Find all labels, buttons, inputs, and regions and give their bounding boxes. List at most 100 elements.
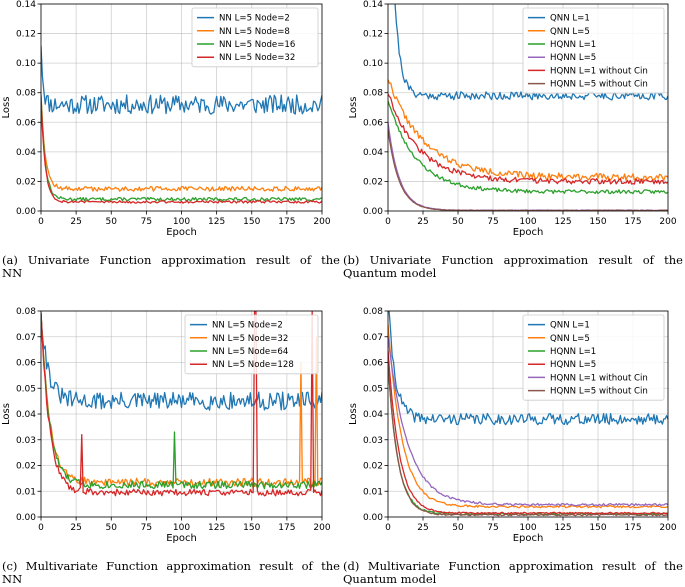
caption-a-line2: NN — [2, 266, 23, 280]
ytick-label-c-2: 0.02 — [16, 462, 36, 472]
legend-label-b-5: HQNN L=5 without Cin — [550, 80, 648, 90]
chart-d: 0 25 50 75 100 125 150 175 200 0.00 0.01 0.02 0.03 0.… — [348, 307, 677, 544]
ytick-label-d-0: 0.00 — [363, 513, 383, 523]
caption-c-line1: (c) Multivariate Function approximation … — [2, 559, 340, 573]
xtick-label-c-8: 200 — [313, 523, 330, 533]
xaxis-label-c: Epoch — [166, 533, 197, 544]
legend-label-c-0: NN L=5 Node=2 — [212, 321, 283, 331]
xtick-label-a-6: 150 — [243, 217, 260, 227]
caption-c: (c) Multivariate Function approximation … — [2, 560, 340, 586]
ytick-label-c-0: 0.00 — [16, 513, 36, 523]
xtick-label-b-3: 75 — [487, 217, 498, 227]
legend-label-b-4: HQNN L=1 without Cin — [550, 66, 648, 76]
xtick-label-d-4: 100 — [519, 523, 536, 533]
ytick-label-b-5: 0.10 — [363, 59, 383, 69]
ytick-label-b-1: 0.02 — [363, 177, 383, 187]
chart-a: 0 25 50 75 100 125 150 175 200 0.00 0.02 0.04 0.06 0.… — [1, 0, 331, 238]
yaxis-label-a: Loss — [1, 97, 12, 119]
xtick-label-a-8: 200 — [313, 217, 330, 227]
ytick-label-d-5: 0.05 — [363, 384, 383, 394]
legend-box-b — [522, 7, 665, 94]
caption-b-line2: Quantum model — [343, 266, 437, 280]
yaxis-label-b: Loss — [348, 97, 359, 119]
series-line-b-4 — [388, 93, 668, 185]
xtick-label-c-6: 150 — [243, 523, 260, 533]
ytick-label-c-1: 0.01 — [16, 487, 36, 497]
ytick-label-a-4: 0.08 — [16, 89, 36, 99]
xtick-label-d-5: 125 — [554, 523, 571, 533]
xtick-label-a-5: 125 — [208, 217, 225, 227]
xtick-label-d-8: 200 — [659, 523, 676, 533]
ytick-label-d-3: 0.03 — [363, 436, 383, 446]
ytick-label-a-1: 0.02 — [16, 177, 36, 187]
ytick-label-a-2: 0.04 — [16, 148, 36, 158]
legend-label-b-2: HQNN L=1 — [550, 40, 596, 50]
series-line-d-4 — [388, 337, 668, 507]
legend-label-d-2: HQNN L=1 — [550, 347, 596, 357]
series-line-b-5 — [388, 129, 668, 211]
ytick-label-c-8: 0.08 — [16, 307, 36, 317]
ytick-label-a-3: 0.06 — [16, 118, 36, 128]
ytick-label-d-1: 0.01 — [363, 487, 383, 497]
xtick-label-a-2: 50 — [106, 217, 118, 227]
xtick-label-c-4: 100 — [173, 523, 190, 533]
series-line-a-3 — [41, 100, 322, 204]
series-line-b-0 — [394, 4, 668, 101]
legend-label-d-4: HQNN L=1 without Cin — [550, 373, 648, 383]
xtick-label-b-2: 50 — [452, 217, 464, 227]
xtick-label-d-0: 0 — [385, 523, 391, 533]
xtick-label-a-7: 175 — [278, 217, 295, 227]
legend-d: QNN L=1 QNN L=5 HQNN L=1 HQNN L=5 HQNN L=1 w… — [522, 314, 665, 401]
series-line-a-2 — [41, 96, 322, 202]
xtick-label-a-0: 0 — [38, 217, 44, 227]
ytick-label-b-2: 0.04 — [363, 148, 383, 158]
xtick-label-d-2: 50 — [452, 523, 464, 533]
ytick-label-c-3: 0.03 — [16, 436, 36, 446]
ytick-label-b-6: 0.12 — [363, 30, 383, 40]
ytick-label-d-7: 0.07 — [363, 333, 383, 343]
ytick-label-b-7: 0.14 — [363, 0, 383, 10]
legend-label-a-2: NN L=5 Node=16 — [219, 40, 295, 50]
legend-label-a-1: NN L=5 Node=8 — [219, 27, 290, 37]
series-group-a — [41, 45, 322, 204]
ytick-label-a-7: 0.14 — [16, 0, 36, 10]
legend-c: NN L=5 Node=2 NN L=5 Node=32 NN L=5 Node=6… — [184, 314, 319, 375]
ytick-label-a-0: 0.00 — [16, 207, 36, 217]
xtick-label-b-8: 200 — [659, 217, 676, 227]
legend-a: NN L=5 Node=2 NN L=5 Node=8 NN L=5 Node=16… — [191, 7, 319, 68]
ytick-label-d-2: 0.02 — [363, 462, 383, 472]
legend-label-a-0: NN L=5 Node=2 — [219, 14, 290, 24]
xtick-label-d-3: 75 — [487, 523, 498, 533]
series-group-d — [388, 311, 668, 517]
legend-label-b-3: HQNN L=5 — [550, 53, 596, 63]
chart-c: 0 25 50 75 100 125 150 175 200 0.00 0.01 0.02 0.03 0.… — [1, 307, 331, 544]
legend-box-c — [184, 314, 319, 375]
xtick-label-b-4: 100 — [519, 217, 536, 227]
caption-a-line1: (a) Univariate Function approximation re… — [2, 253, 340, 267]
ytick-label-c-5: 0.05 — [16, 384, 36, 394]
xtick-label-a-4: 100 — [173, 217, 190, 227]
legend-label-b-1: QNN L=5 — [550, 27, 590, 37]
xtick-label-b-5: 125 — [554, 217, 571, 227]
series-line-d-5 — [388, 362, 668, 517]
ytick-label-c-6: 0.06 — [16, 359, 36, 369]
series-line-c-2 — [41, 312, 322, 490]
xtick-label-b-1: 25 — [417, 217, 428, 227]
ytick-label-d-6: 0.06 — [363, 359, 383, 369]
legend-label-b-0: QNN L=1 — [550, 14, 590, 24]
series-line-d-1 — [388, 324, 668, 509]
caption-b-line1: (b) Univariate Function approximation re… — [343, 253, 683, 267]
series-line-b-2 — [388, 100, 668, 195]
legend-label-d-3: HQNN L=5 — [550, 360, 596, 370]
ytick-label-d-4: 0.04 — [363, 410, 383, 420]
xaxis-label-d: Epoch — [513, 533, 544, 544]
ytick-label-b-4: 0.08 — [363, 89, 383, 99]
legend-label-a-3: NN L=5 Node=32 — [219, 53, 295, 63]
legend-label-d-1: QNN L=5 — [550, 334, 590, 344]
caption-a: (a) Univariate Function approximation re… — [2, 254, 340, 280]
series-line-d-0 — [388, 311, 668, 426]
ytick-label-c-4: 0.04 — [16, 410, 36, 420]
xtick-label-b-7: 175 — [624, 217, 641, 227]
chart-b: 0 25 50 75 100 125 150 175 200 0.00 0.02 0.04 0.06 0.… — [348, 0, 677, 238]
